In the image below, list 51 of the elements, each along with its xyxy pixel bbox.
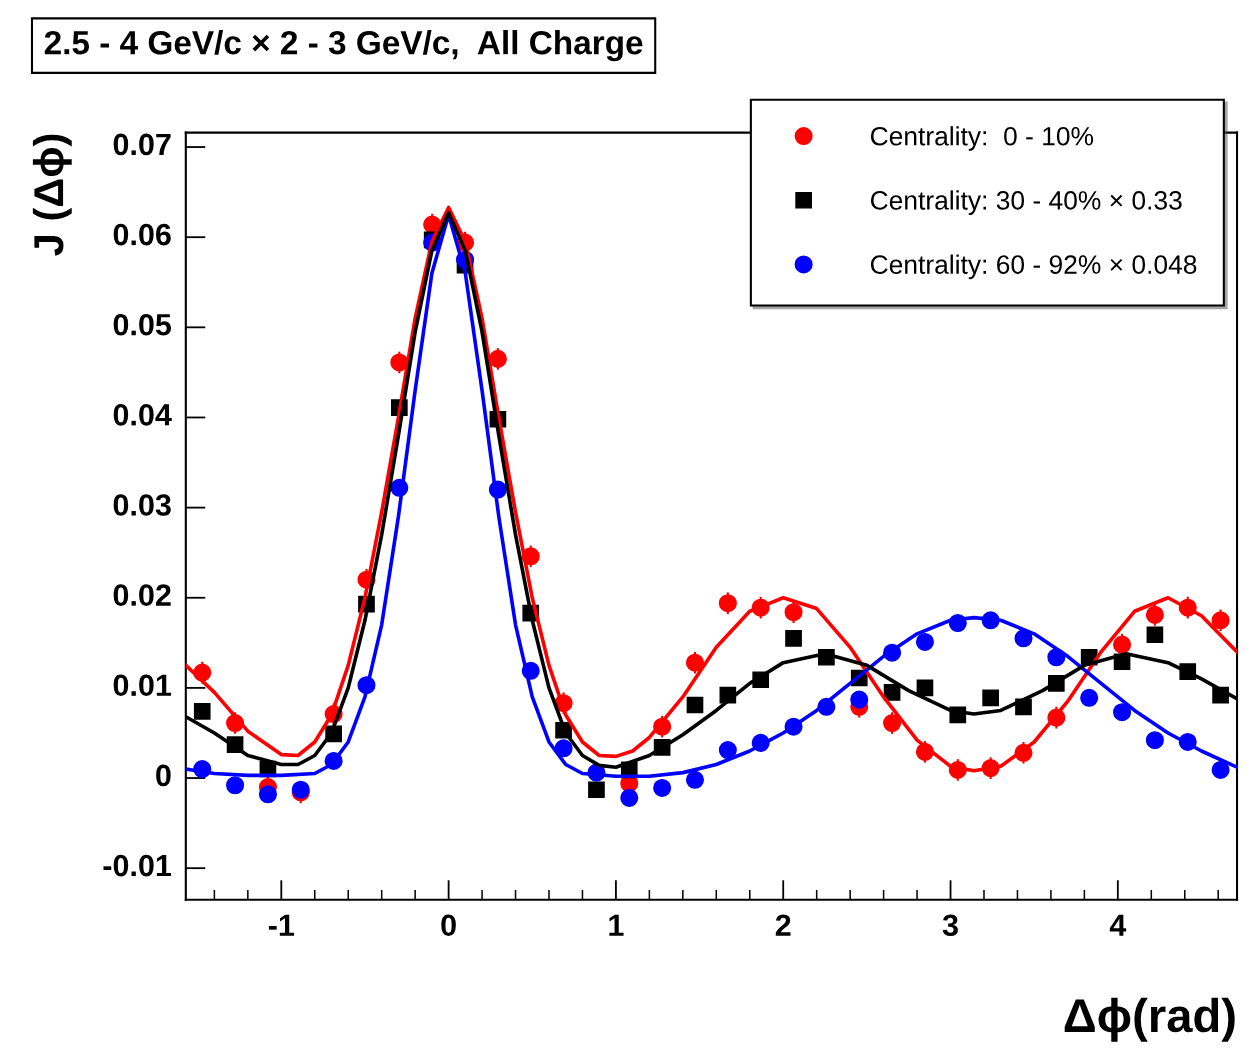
legend-label: Centrality: 0 - 10%	[870, 126, 1094, 151]
y-tick-label: 0.05	[113, 313, 172, 336]
y-tick-label: 0.04	[113, 404, 172, 426]
point	[982, 689, 999, 707]
point	[226, 776, 245, 795]
point	[1145, 605, 1164, 624]
y-axis-title: J (Δϕ)	[32, 134, 72, 256]
point	[390, 353, 409, 372]
point	[653, 778, 672, 797]
x-tick-label: 2	[775, 914, 791, 936]
point	[915, 632, 934, 651]
point	[1015, 698, 1032, 716]
y-tick-label: 0.02	[113, 584, 171, 606]
x-tick-label: 4	[1109, 914, 1127, 936]
point	[1014, 629, 1033, 648]
x-axis-title: Δϕ(rad)	[1064, 997, 1235, 1042]
y-tick-label: 0.07	[113, 133, 171, 156]
y-tick-label: 0.01	[113, 674, 172, 697]
y-tick-label: 0	[156, 764, 171, 787]
point	[883, 714, 902, 733]
y-tick-label: -0.01	[103, 854, 172, 877]
x-tick-label: -1	[268, 914, 295, 936]
chart-title: 2.5 - 4 GeV/c × 2 - 3 GeV/c, All Charge	[44, 30, 643, 62]
point	[1145, 731, 1164, 750]
legend-label: Centrality: 30 - 40% × 0.33	[870, 190, 1182, 215]
y-tick-label: 0.06	[113, 223, 171, 246]
point	[1146, 626, 1164, 644]
point	[1211, 760, 1230, 779]
point	[588, 781, 605, 799]
x-tick-label: 0	[441, 914, 456, 937]
point	[718, 741, 737, 760]
point	[1113, 635, 1132, 654]
x-tick-label: 1	[609, 914, 624, 936]
x-tick-label: 3	[942, 914, 958, 937]
y-tick-label: 0.03	[113, 494, 171, 516]
point	[718, 594, 737, 613]
point	[488, 349, 507, 368]
point	[620, 788, 639, 807]
legend-label: Centrality: 60 - 92% × 0.048	[870, 254, 1197, 280]
point	[193, 702, 211, 720]
point	[784, 603, 803, 622]
point	[1080, 688, 1099, 707]
point	[883, 684, 901, 701]
point	[1211, 611, 1230, 630]
point	[785, 629, 802, 647]
point	[1113, 703, 1132, 722]
point	[554, 739, 573, 758]
point	[685, 770, 705, 789]
point	[916, 679, 934, 697]
point	[685, 653, 705, 672]
point	[686, 696, 704, 714]
